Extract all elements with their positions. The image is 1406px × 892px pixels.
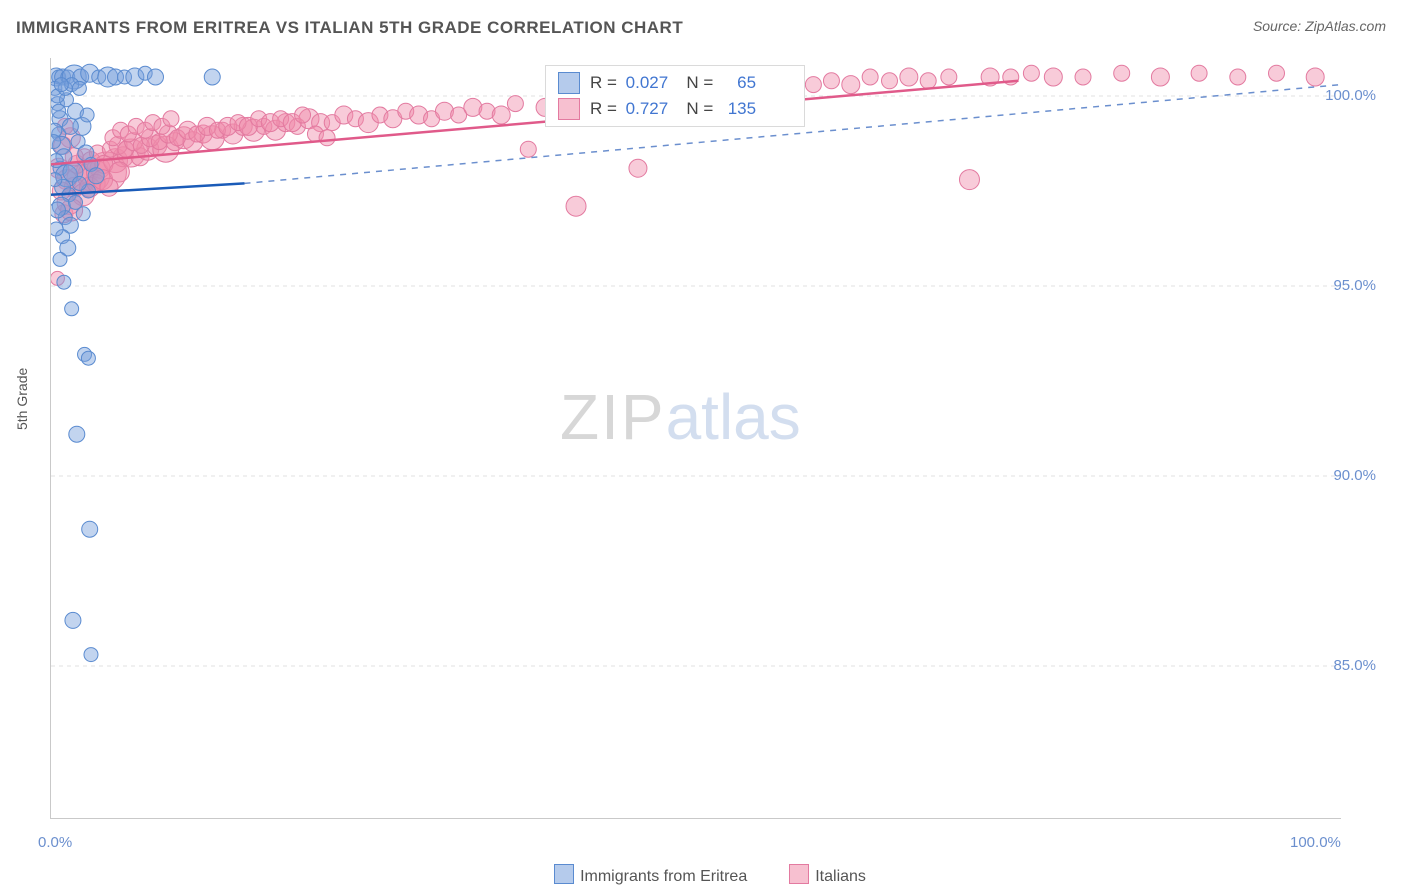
scatter-plot [50,58,1341,819]
y-tick-label: 85.0% [1296,657,1376,674]
bottom-legend: Immigrants from Eritrea Italians [0,864,1406,886]
legend-swatch [789,864,809,884]
stats-row: R = 0.027 N = 65 [546,70,804,96]
legend-swatch [558,72,580,94]
stats-row: R = 0.727 N = 135 [546,96,804,122]
y-tick-label: 90.0% [1296,467,1376,484]
y-tick-label: 100.0% [1296,87,1376,104]
x-tick-label: 100.0% [1290,834,1341,851]
legend-item: Italians [775,868,866,885]
stats-legend-box: R = 0.027 N = 65R = 0.727 N = 135 [545,65,805,127]
legend-item: Immigrants from Eritrea [540,868,747,885]
y-tick-label: 95.0% [1296,277,1376,294]
chart-title: IMMIGRANTS FROM ERITREA VS ITALIAN 5TH G… [16,18,683,38]
legend-swatch [554,864,574,884]
legend-swatch [558,98,580,120]
y-axis-label: 5th Grade [14,368,30,430]
source-label: Source: ZipAtlas.com [1253,18,1386,34]
x-tick-label: 0.0% [38,834,72,851]
